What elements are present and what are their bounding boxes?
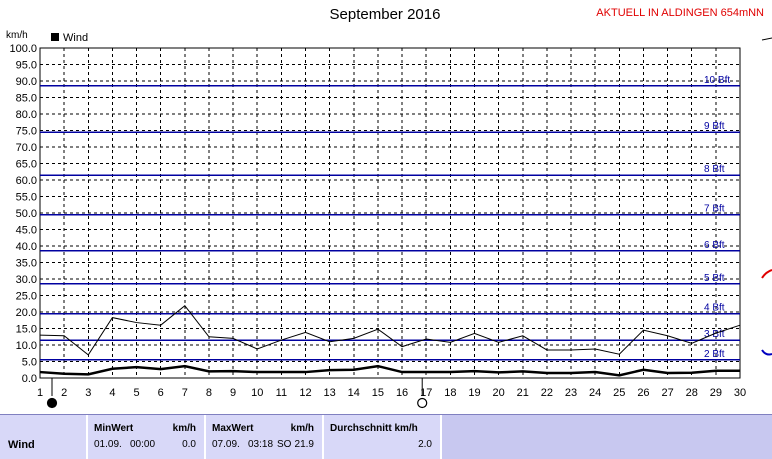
min-time: 00:00 — [130, 439, 156, 450]
x-tick-label: 24 — [589, 387, 601, 399]
beaufort-label: 2 Bft — [704, 349, 725, 360]
beaufort-label: 4 Bft — [704, 303, 725, 314]
y-tick-label: 40.0 — [16, 241, 37, 253]
x-tick-label: 10 — [251, 387, 263, 399]
beaufort-label: 6 Bft — [704, 240, 725, 251]
x-tick-label: 15 — [372, 387, 384, 399]
y-tick-label: 100.0 — [9, 43, 37, 55]
stats-row-label-cell: Wind — [0, 415, 88, 459]
min-value: 0.0 — [182, 439, 196, 450]
chart-title: September 2016 — [329, 6, 441, 23]
x-tick-label: 14 — [348, 387, 360, 399]
max-time: 03:18 — [248, 439, 274, 450]
y-tick-label: 70.0 — [16, 142, 37, 154]
avg-value: 2.0 — [418, 439, 432, 450]
x-tick-labels: 1 2 3 4 5 6 7 8 9 10 11 12 13 14 15 16 17 18 19 20 21 22 23 24 2… — [37, 387, 746, 399]
min-header: MinWert — [94, 423, 134, 434]
beaufort-label: 3 Bft — [704, 329, 725, 340]
x-tick-label: 5 — [133, 387, 139, 399]
y-tick-label: 55.0 — [16, 192, 37, 204]
wind-chart: km/h Wind 2 Bft 3 Bft 4 Bft 5 Bft 6 Bft 7 Bft… — [6, 30, 746, 409]
max-cell: MaxWert km/h 07.09. 03:18 SO 21.9 — [206, 415, 324, 459]
beaufort-label: 7 Bft — [704, 204, 725, 215]
x-tick-label: 8 — [206, 387, 212, 399]
x-tick-label: 3 — [85, 387, 91, 399]
y-tick-label: 90.0 — [16, 76, 37, 88]
beaufort-label: 9 Bft — [704, 121, 725, 132]
min-unit: km/h — [172, 423, 196, 434]
y-tick-label: 65.0 — [16, 159, 37, 171]
plot-frame — [39, 47, 741, 379]
y-tick-label: 35.0 — [16, 258, 37, 270]
min-date: 01.09. — [94, 439, 122, 450]
series-line-gust — [39, 305, 741, 356]
max-header: MaxWert — [212, 423, 254, 434]
x-tick-label: 4 — [109, 387, 115, 399]
x-tick-label: 2 — [61, 387, 67, 399]
x-tick-label: 29 — [710, 387, 722, 399]
y-tick-label: 50.0 — [16, 208, 37, 220]
x-tick-label: 16 — [396, 387, 408, 399]
min-cell: MinWert km/h 01.09. 00:00 0.0 — [88, 415, 206, 459]
beaufort-label: 5 Bft — [704, 273, 725, 284]
x-tick-label: 22 — [541, 387, 553, 399]
beaufort-lines: 2 Bft 3 Bft 4 Bft 5 Bft 6 Bft 7 Bft 8 Bft 9 Bft… — [40, 75, 740, 361]
x-tick-label: 26 — [637, 387, 649, 399]
y-tick-label: 45.0 — [16, 225, 37, 237]
x-tick-label: 12 — [299, 387, 311, 399]
x-tick-label: 21 — [517, 387, 529, 399]
x-tick-label: 13 — [324, 387, 336, 399]
legend-label-wind: Wind — [63, 32, 88, 44]
grid — [39, 47, 741, 379]
y-tick-label: 95.0 — [16, 60, 37, 72]
y-tick-label: 0.0 — [22, 373, 37, 385]
series-line-average — [39, 364, 740, 377]
y-tick-label: 20.0 — [16, 307, 37, 319]
series-lines — [39, 305, 741, 377]
legend-swatch-wind — [51, 33, 59, 41]
moon-phases — [46, 378, 428, 409]
y-tick-label: 80.0 — [16, 109, 37, 121]
y-tick-label: 15.0 — [16, 324, 37, 336]
x-tick-label: 19 — [468, 387, 480, 399]
stats-panel: Wind MinWert km/h 01.09. 00:00 0.0 MaxWe… — [0, 414, 772, 459]
y-tick-labels: 0.0 5.0 10.0 15.0 20.0 25.0 30.0 35.0 40.0 45.0 50… — [9, 43, 37, 385]
adjacent-panel-edge — [758, 30, 772, 414]
x-tick-label: 20 — [492, 387, 504, 399]
y-axis-label: km/h — [6, 30, 28, 41]
y-tick-label: 60.0 — [16, 175, 37, 187]
max-direction: SO — [277, 439, 292, 450]
station-label: AKTUELL IN ALDINGEN 654mNN — [596, 7, 764, 19]
avg-cell: Durchschnitt km/h 2.0 — [324, 415, 442, 459]
y-tick-label: 30.0 — [16, 274, 37, 286]
max-unit: km/h — [290, 423, 314, 434]
beaufort-label: 10 Bft — [704, 75, 730, 86]
y-tick-label: 5.0 — [22, 357, 37, 369]
x-tick-label: 17 — [420, 387, 432, 399]
x-tick-label: 7 — [182, 387, 188, 399]
x-tick-label: 23 — [565, 387, 577, 399]
x-tick-label: 27 — [661, 387, 673, 399]
y-tick-label: 25.0 — [16, 291, 37, 303]
y-tick-label: 75.0 — [16, 126, 37, 138]
x-tick-label: 25 — [613, 387, 625, 399]
x-tick-label: 9 — [230, 387, 236, 399]
x-tick-label: 18 — [444, 387, 456, 399]
max-value: 21.9 — [294, 439, 314, 450]
full-moon-icon — [417, 397, 428, 409]
x-tick-label: 1 — [37, 387, 43, 399]
x-tick-label: 11 — [276, 387, 287, 399]
x-tick-label: 6 — [158, 387, 164, 399]
avg-header: Durchschnitt km/h — [330, 423, 418, 434]
legend: Wind — [51, 32, 88, 44]
beaufort-label: 8 Bft — [704, 164, 725, 175]
y-tick-label: 10.0 — [16, 340, 37, 352]
max-date: 07.09. — [212, 439, 240, 450]
x-tick-label: 28 — [686, 387, 698, 399]
x-tick-label: 30 — [734, 387, 746, 399]
y-tick-label: 85.0 — [16, 93, 37, 105]
stats-row-label: Wind — [8, 439, 35, 451]
new-moon-icon — [46, 397, 58, 409]
